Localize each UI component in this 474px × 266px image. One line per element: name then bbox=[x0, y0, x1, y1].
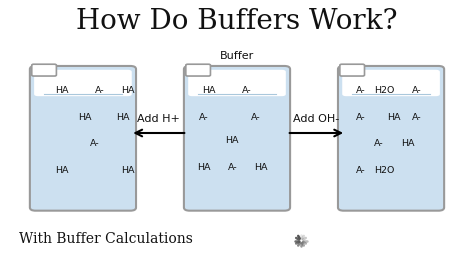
FancyBboxPatch shape bbox=[338, 66, 444, 211]
Text: A-: A- bbox=[228, 163, 237, 172]
FancyBboxPatch shape bbox=[34, 70, 132, 96]
Text: A-: A- bbox=[412, 86, 422, 95]
Text: A-: A- bbox=[356, 166, 365, 175]
Text: HA: HA bbox=[121, 86, 135, 95]
Text: HA: HA bbox=[202, 86, 215, 95]
FancyBboxPatch shape bbox=[340, 64, 365, 76]
Text: HA: HA bbox=[121, 166, 135, 175]
FancyBboxPatch shape bbox=[32, 64, 56, 76]
FancyBboxPatch shape bbox=[30, 66, 136, 211]
Text: A-: A- bbox=[90, 139, 100, 148]
Text: A-: A- bbox=[242, 86, 251, 95]
Text: A-: A- bbox=[356, 86, 365, 95]
Text: HA: HA bbox=[79, 113, 92, 122]
Text: A-: A- bbox=[412, 113, 422, 122]
Text: Buffer: Buffer bbox=[220, 51, 254, 61]
Text: HA: HA bbox=[254, 163, 267, 172]
FancyBboxPatch shape bbox=[186, 64, 210, 76]
Text: HA: HA bbox=[55, 166, 68, 175]
Text: H2O: H2O bbox=[374, 166, 394, 175]
FancyBboxPatch shape bbox=[184, 66, 290, 211]
Text: Add OH-: Add OH- bbox=[293, 114, 339, 124]
Text: A-: A- bbox=[95, 86, 104, 95]
Text: A-: A- bbox=[199, 113, 209, 122]
Text: HA: HA bbox=[387, 113, 400, 122]
Text: HA: HA bbox=[401, 139, 414, 148]
Text: A-: A- bbox=[251, 113, 261, 122]
Text: Add H+: Add H+ bbox=[137, 114, 180, 124]
Text: HA: HA bbox=[197, 163, 210, 172]
Text: HA: HA bbox=[117, 113, 130, 122]
Text: A-: A- bbox=[356, 113, 365, 122]
Text: How Do Buffers Work?: How Do Buffers Work? bbox=[76, 8, 398, 35]
Text: HA: HA bbox=[226, 136, 239, 146]
Text: HA: HA bbox=[55, 86, 68, 95]
Text: H2O: H2O bbox=[374, 86, 394, 95]
Text: With Buffer Calculations: With Buffer Calculations bbox=[19, 232, 193, 246]
FancyBboxPatch shape bbox=[188, 70, 286, 96]
FancyBboxPatch shape bbox=[342, 70, 440, 96]
Text: A-: A- bbox=[374, 139, 384, 148]
